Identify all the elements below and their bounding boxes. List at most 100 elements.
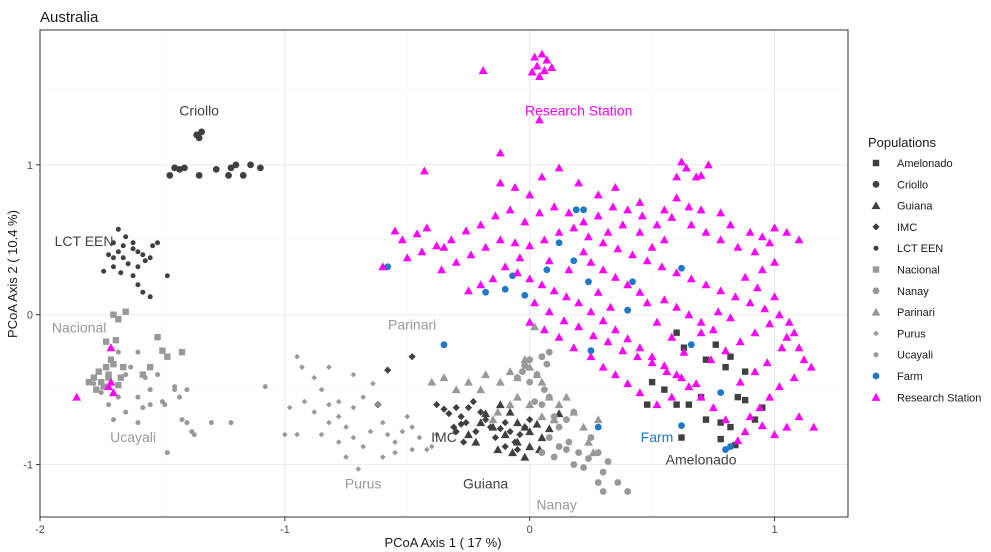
data-point <box>727 443 734 450</box>
data-point <box>741 368 749 375</box>
data-point <box>509 272 516 280</box>
legend-title: Populations <box>868 135 936 150</box>
data-point <box>580 206 587 214</box>
data-point <box>706 355 716 364</box>
data-point <box>686 274 696 283</box>
data-point <box>432 241 442 250</box>
data-point <box>662 367 672 376</box>
data-point <box>123 234 129 240</box>
data-point <box>115 316 122 323</box>
data-point <box>508 448 517 457</box>
legend-key <box>873 352 879 358</box>
data-point <box>696 317 706 326</box>
legend: Populations Amelonado Criollo Guiana IMC LCT… <box>868 135 981 404</box>
data-point <box>732 441 739 449</box>
data-point <box>195 134 203 142</box>
data-point <box>537 433 547 442</box>
legend-key <box>873 330 879 337</box>
data-point <box>464 377 473 386</box>
data-point <box>510 238 520 247</box>
data-point <box>608 202 618 211</box>
data-point <box>635 343 645 352</box>
data-point <box>784 317 794 326</box>
data-point <box>256 164 264 172</box>
data-point <box>708 403 718 412</box>
data-point <box>125 261 131 267</box>
data-point <box>717 419 724 426</box>
data-point <box>659 235 669 244</box>
series-amelonado <box>644 329 766 449</box>
chart-title: Australia <box>40 9 99 26</box>
data-point <box>762 358 772 367</box>
data-point <box>701 227 711 236</box>
data-point <box>408 353 416 361</box>
data-point <box>584 232 593 241</box>
data-point <box>570 257 578 265</box>
data-point <box>392 439 398 445</box>
data-point <box>318 431 325 438</box>
data-point <box>525 190 535 199</box>
data-point <box>164 273 170 279</box>
data-point <box>227 164 235 172</box>
data-point <box>493 445 503 454</box>
data-point <box>482 288 490 296</box>
data-point <box>452 404 460 412</box>
data-point <box>642 256 652 265</box>
x-tick-label: -1 <box>280 524 290 536</box>
data-point <box>123 409 129 415</box>
series-criollo <box>166 128 264 179</box>
data-point <box>445 410 453 418</box>
data-point <box>628 250 637 259</box>
data-point <box>598 316 608 325</box>
legend-label: IMC <box>897 222 917 234</box>
data-point <box>652 400 662 409</box>
data-point <box>569 407 579 416</box>
data-point <box>579 247 588 256</box>
data-point <box>397 235 407 244</box>
data-point <box>177 394 183 400</box>
data-point <box>721 415 730 424</box>
data-point <box>542 55 552 64</box>
data-point <box>652 220 662 229</box>
data-point <box>147 387 153 393</box>
legend-item: IMC <box>872 222 917 234</box>
data-point <box>402 253 412 262</box>
data-point <box>464 286 473 295</box>
data-point <box>232 161 240 169</box>
data-point <box>598 362 608 371</box>
data-point <box>775 310 784 319</box>
data-point <box>667 332 677 341</box>
data-point <box>544 307 554 316</box>
data-point <box>495 148 505 157</box>
data-point <box>678 434 685 441</box>
data-point <box>412 229 422 238</box>
data-point <box>90 374 98 381</box>
legend-label: Amelonado <box>897 158 953 170</box>
legend-key <box>872 223 880 231</box>
y-tick-label: -1 <box>23 460 33 472</box>
data-point <box>105 371 112 378</box>
data-point <box>672 370 682 379</box>
data-point <box>476 385 486 394</box>
data-point <box>684 382 694 391</box>
data-point <box>530 298 539 307</box>
data-point <box>521 291 529 299</box>
group-labels: Criollo Research Station LCT EEN Nacional Pa… <box>52 102 737 512</box>
data-point <box>526 416 534 424</box>
data-point <box>516 430 524 439</box>
data-point <box>539 235 549 244</box>
legend-label: Purus <box>897 328 926 340</box>
data-point <box>525 400 535 409</box>
y-axis-title: PCoA Axis 2 ( 10.4 %) <box>5 210 20 338</box>
data-point <box>335 439 342 445</box>
data-point <box>525 427 535 436</box>
data-point <box>513 418 522 427</box>
data-point <box>390 226 400 235</box>
data-point <box>140 289 146 295</box>
data-point <box>506 427 514 436</box>
data-point <box>417 247 427 256</box>
data-point <box>585 278 592 286</box>
group-label: Research Station <box>525 102 632 118</box>
data-point <box>513 392 522 401</box>
data-point <box>172 387 178 393</box>
